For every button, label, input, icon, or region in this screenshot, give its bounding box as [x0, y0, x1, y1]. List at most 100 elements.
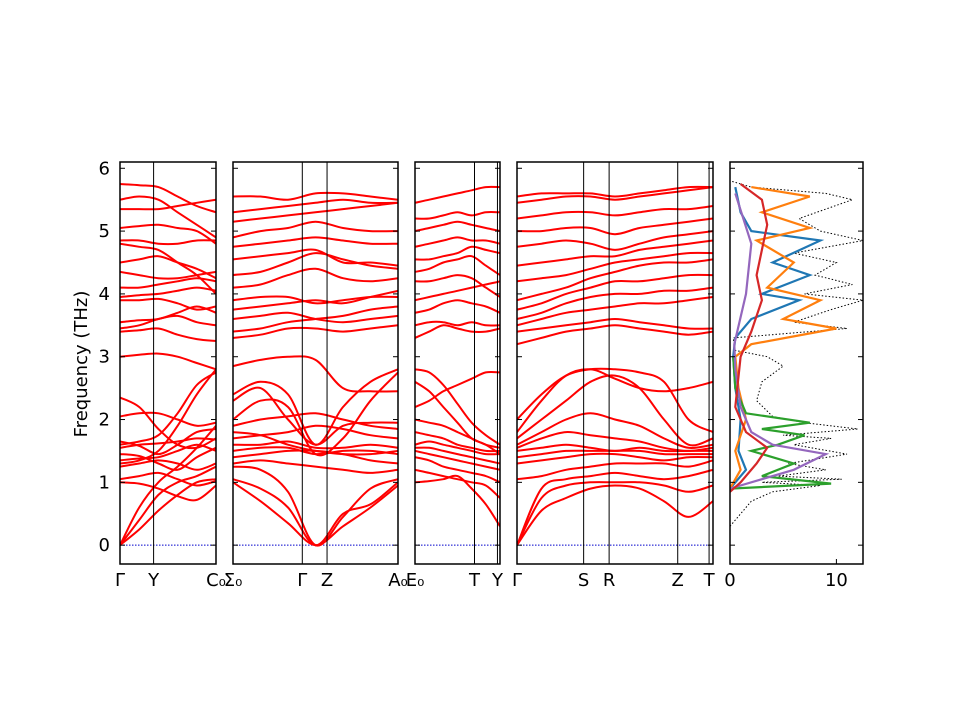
y-tick-label: 6	[99, 158, 110, 179]
band-9	[517, 412, 713, 449]
panel-3: E₀ T Y	[406, 161, 504, 591]
band-5	[233, 449, 398, 465]
band-4	[517, 459, 713, 481]
band-13	[415, 320, 500, 327]
band-29	[120, 183, 216, 214]
x-tick-label: Y	[491, 570, 504, 591]
band-10	[233, 412, 398, 430]
dos-projection-5	[730, 183, 769, 493]
band-10	[415, 368, 500, 446]
panel-1: Γ Y C₀	[115, 161, 226, 591]
band-27	[120, 198, 216, 211]
band-22	[415, 185, 500, 204]
band-25	[517, 185, 713, 198]
band-3	[233, 465, 398, 547]
band-7	[415, 431, 500, 453]
band-15	[415, 280, 500, 302]
band-6	[120, 459, 216, 471]
band-7	[233, 440, 398, 450]
band-24	[233, 220, 398, 239]
band-20	[517, 239, 713, 267]
band-21	[120, 277, 216, 289]
plot-area	[730, 180, 863, 527]
dos-projection-4	[730, 193, 830, 490]
band-23	[233, 236, 398, 248]
x-tick-label: 0	[724, 570, 735, 591]
band-18	[415, 245, 500, 261]
x-tick-label: T	[468, 570, 481, 591]
panel-frame	[119, 161, 217, 565]
band-14	[517, 317, 713, 333]
y-tick-label: 4	[99, 284, 110, 305]
band-23	[517, 205, 713, 220]
plot-area	[517, 185, 713, 546]
band-19	[233, 295, 398, 305]
band-25	[233, 201, 398, 223]
band-13	[233, 368, 398, 446]
band-15	[517, 296, 713, 327]
x-tick-label: Y	[147, 570, 160, 591]
band-16	[415, 274, 500, 298]
dos-projection-3	[730, 356, 832, 490]
band-26	[233, 198, 398, 214]
band-18	[517, 258, 713, 302]
x-tick-label: Z	[672, 570, 684, 591]
band-5	[415, 446, 500, 465]
band-7	[120, 443, 216, 462]
x-tick-label: Z	[321, 570, 333, 591]
band-17	[517, 273, 713, 311]
band-11	[415, 380, 500, 455]
band-24	[120, 242, 216, 295]
band-3	[120, 425, 216, 546]
band-1	[233, 481, 398, 547]
band-18	[233, 289, 398, 311]
x-tick-label: 10	[825, 570, 848, 591]
band-1	[120, 478, 216, 546]
band-22	[120, 270, 216, 280]
panel-frame	[516, 161, 714, 565]
band-15	[233, 324, 398, 339]
dos-projection-1	[730, 186, 825, 490]
band-9	[415, 370, 500, 408]
y-axis-label: Frequency (THz)	[71, 291, 92, 438]
x-tick-label: Γ	[115, 570, 125, 591]
band-26	[120, 223, 216, 245]
band-21	[517, 230, 713, 251]
y-tick-label: 2	[99, 410, 110, 431]
band-3	[517, 468, 713, 546]
band-8	[233, 424, 398, 440]
band-20	[233, 267, 398, 289]
band-19	[415, 236, 500, 248]
band-10	[120, 428, 216, 456]
band-11	[517, 368, 713, 433]
band-2	[415, 468, 500, 499]
panel-2: Σ₀ Γ Z A₀	[224, 161, 408, 591]
band-14	[233, 355, 398, 393]
plot-area	[415, 185, 500, 546]
band-1	[517, 484, 713, 546]
x-tick-label: C₀	[206, 570, 226, 591]
band-21	[233, 252, 398, 277]
band-18	[120, 305, 216, 324]
y-tick-label: 0	[99, 535, 110, 556]
band-28	[120, 195, 216, 239]
band-3	[415, 456, 500, 484]
band-5	[517, 452, 713, 465]
band-9	[233, 431, 398, 456]
band-4	[120, 481, 216, 502]
band-19	[120, 297, 216, 311]
plot-area	[233, 191, 398, 547]
x-tick-label: Γ	[512, 570, 522, 591]
band-19	[517, 251, 713, 283]
band-2	[233, 478, 398, 547]
y-tick-label: 3	[99, 347, 110, 368]
x-tick-label: A₀	[388, 570, 408, 591]
band-14	[415, 299, 500, 314]
band-17	[233, 311, 398, 324]
band-14	[120, 368, 216, 465]
dos-projection-2	[730, 186, 837, 490]
band-25	[120, 239, 216, 246]
